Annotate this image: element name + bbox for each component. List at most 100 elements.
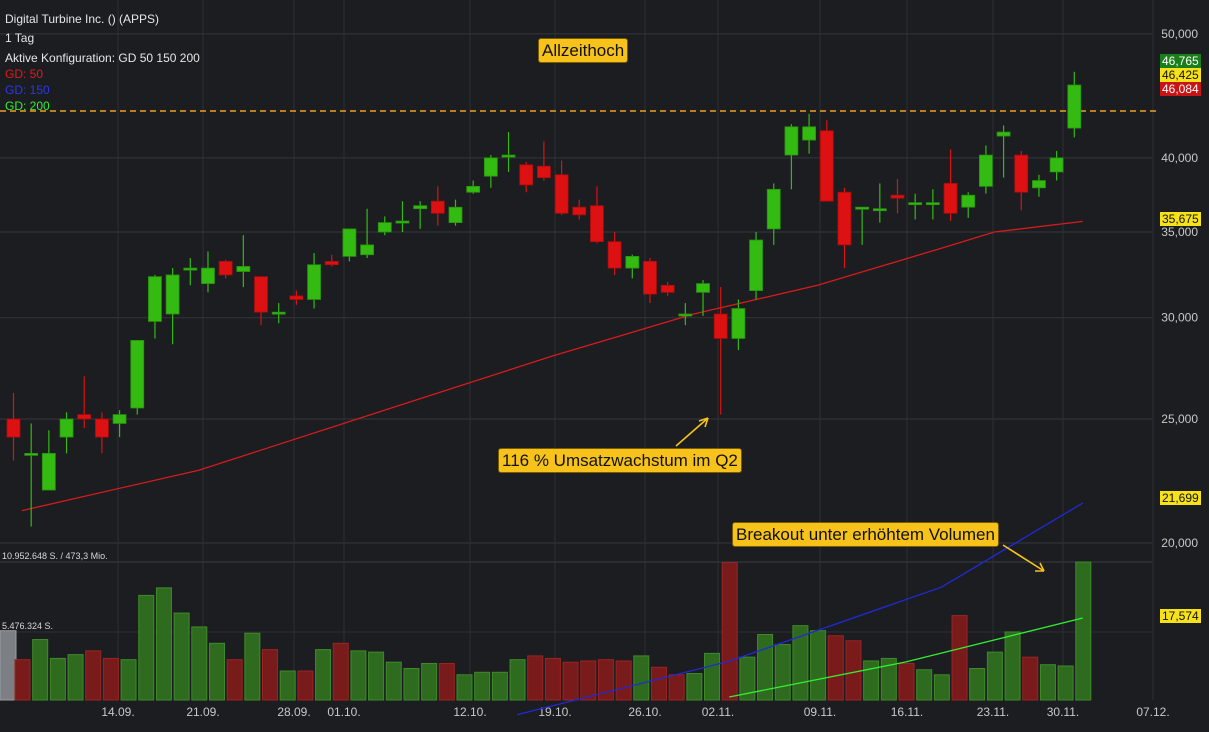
date-axis: 14.09. 21.09. 28.09. 01.10. 12.10. 19.10. 26.1… (101, 705, 1169, 719)
candlesticks (6, 71, 1082, 527)
candle-body (112, 414, 127, 424)
date-tick-label: 26.10. (628, 705, 661, 719)
callout-breakout: Breakout unter erhöhtem Volumen (732, 522, 999, 547)
volume-bar (67, 654, 84, 701)
date-tick-label: 12.10. (453, 705, 486, 719)
candle-body (766, 188, 781, 230)
volume-bar (244, 632, 261, 701)
candle-body (254, 276, 268, 313)
volume-bar (297, 670, 314, 701)
candle-body (519, 164, 534, 186)
volume-bar (456, 674, 473, 701)
volume-max-label: 10.952.648 S. / 473,3 Mio. (2, 551, 108, 561)
candle-body (466, 185, 481, 193)
candle-body (324, 260, 339, 266)
volume-bar (898, 662, 915, 701)
volume-bar (845, 640, 862, 701)
date-tick-label: 16.11. (891, 705, 923, 719)
volume-bar (138, 594, 155, 701)
volume-bar (969, 668, 986, 701)
price-axis: 20,000 25,000 30,000 35,000 40,000 50,000 (1161, 27, 1198, 550)
candle-body (696, 283, 710, 293)
callout-allzeithoch: Allzeithoch (538, 38, 629, 63)
volume-bar (597, 659, 614, 701)
volume-bar (916, 669, 933, 701)
candle-body (925, 202, 940, 206)
price-tag-gd200: 17,574 (1160, 609, 1201, 623)
candle-body (289, 295, 304, 300)
price-tag-high: 46,765 (1160, 54, 1201, 68)
candle-body (678, 313, 693, 317)
volume-bar (191, 626, 208, 701)
volume-bar (279, 670, 296, 701)
volume-mid-label: 5.476.324 S. (2, 621, 53, 631)
volume-bar (757, 633, 774, 701)
candle-body (395, 220, 410, 224)
candle-body (41, 452, 56, 491)
volume-bar (1022, 656, 1039, 701)
candle-body (165, 274, 180, 315)
price-tag-gd50: 35,675 (1160, 212, 1201, 226)
volume-bar (385, 661, 402, 701)
date-tick-label: 14.09. (101, 705, 134, 719)
price-tag-gd150: 21,699 (1160, 491, 1201, 505)
candle-body (307, 264, 321, 300)
price-tick-label: 30,000 (1161, 311, 1198, 325)
candle-body (236, 266, 251, 272)
price-tick-label: 25,000 (1161, 412, 1198, 426)
candle-body (1032, 180, 1046, 189)
price-tag-last: 46,425 (1160, 68, 1201, 82)
candle-body (554, 174, 569, 214)
ma150-line (516, 502, 1084, 716)
volume-bar (1075, 561, 1092, 701)
volume-bar (650, 666, 667, 701)
candle-body (855, 206, 870, 210)
volume-bar (527, 655, 544, 701)
volume-bar (633, 655, 650, 701)
config-label: Aktive Konfiguration: GD 50 150 200 (5, 51, 200, 65)
candle-body (59, 418, 74, 438)
volume-bar (155, 587, 172, 701)
volume-bar (810, 630, 827, 701)
volume-bar (986, 651, 1003, 701)
candle-body (749, 239, 763, 291)
callout-umsatzwachstum: 116 % Umsatzwachstum im Q2 (498, 448, 742, 473)
candle-body (271, 311, 286, 315)
date-tick-label: 28.09. (277, 705, 310, 719)
candle-body (24, 452, 39, 456)
volume-bar (615, 660, 632, 701)
volume-bar (668, 674, 685, 701)
candle-body (1049, 157, 1064, 173)
volume-bar (332, 642, 349, 701)
date-tick-label: 07.12. (1136, 705, 1169, 719)
candle-body (183, 267, 198, 271)
volume-axis-labels: 10.952.648 S. / 473,3 Mio. 5.476.324 S. (2, 551, 108, 631)
arrow-breakout-head (1035, 562, 1045, 572)
candle-body (148, 276, 162, 322)
legend-gd200: GD: 200 (5, 99, 50, 113)
callout-arrows (675, 417, 1045, 572)
volume-bar (792, 625, 809, 701)
candle-body (360, 244, 375, 256)
date-tick-label: 30.11. (1047, 705, 1079, 719)
volume-bar (262, 649, 279, 701)
candle-body (342, 228, 357, 257)
volume-bar (544, 657, 561, 701)
volume-bar (1039, 664, 1056, 701)
volume-bar (85, 650, 102, 701)
volume-bar (226, 659, 243, 701)
candle-body (802, 126, 816, 141)
volume-bar (120, 659, 137, 701)
legend-gd150: GD: 150 (5, 83, 50, 97)
price-tag-low: 46,084 (1160, 82, 1201, 96)
volume-bar (704, 652, 721, 701)
date-tick-label: 23.11. (977, 705, 1009, 719)
candle-body (996, 131, 1011, 137)
candle-body (130, 339, 145, 409)
volume-bar (368, 651, 385, 701)
candle-body (448, 206, 463, 224)
candle-body (837, 191, 852, 246)
